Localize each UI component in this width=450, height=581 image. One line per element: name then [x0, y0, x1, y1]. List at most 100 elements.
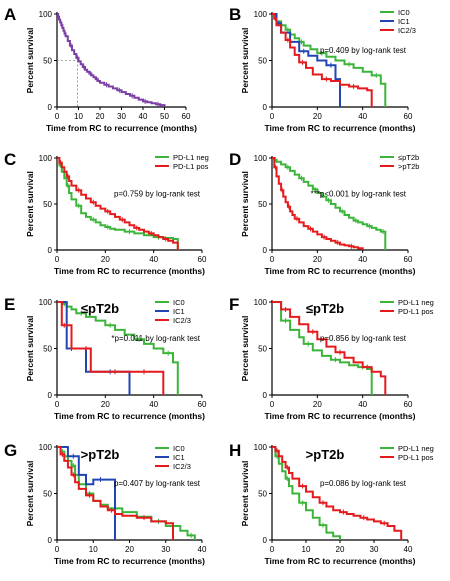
x-tick-label: 30	[117, 112, 126, 121]
y-tick-label: 100	[39, 154, 53, 163]
x-tick-label: 30	[161, 545, 170, 554]
y-axis-label: Percent survival	[25, 461, 35, 527]
x-tick-label: 0	[55, 545, 60, 554]
p-value-annotation: p=0.409 by log-rank test	[320, 46, 407, 55]
y-tick-label: 100	[39, 10, 53, 19]
x-tick-label: 40	[139, 112, 148, 121]
x-tick-label: 40	[358, 112, 367, 121]
legend-label: >pT2b	[398, 162, 419, 171]
series-line--pt2b	[272, 157, 364, 250]
y-axis-label: Percent survival	[240, 28, 250, 94]
x-axis-label: Time from RC to recurrence (months)	[54, 411, 205, 421]
series-line-pd-l1-pos	[57, 157, 179, 250]
y-tick-label: 100	[254, 298, 268, 307]
x-tick-label: 20	[125, 545, 134, 554]
legend-label: IC2/3	[173, 316, 191, 325]
y-tick-label: 50	[43, 57, 52, 66]
series-line-pd-l1-neg	[272, 301, 373, 395]
x-tick-label: 20	[313, 112, 322, 121]
y-tick-label: 100	[39, 443, 53, 452]
legend-label: PD-L1 pos	[398, 453, 434, 462]
panel-A: A 0 50 100 0 10 20 30 40 50 60 Time from RC to recu…	[4, 5, 197, 133]
series-line-pd-l1-pos	[272, 446, 403, 540]
x-tick-label: 40	[149, 400, 158, 409]
p-value-annotation: ***p<0.001 by log-rank test	[311, 190, 407, 199]
x-axis-label: Time from RC to recurrence (months)	[54, 266, 205, 276]
y-tick-label: 100	[39, 298, 53, 307]
y-tick-label: 50	[258, 345, 267, 354]
y-tick-label: 0	[263, 246, 268, 255]
panel-G: G 0 50 100 0 10 20 30 40 Time from RC to recurren…	[4, 441, 207, 566]
x-tick-label: 0	[55, 255, 60, 264]
x-tick-label: 20	[313, 400, 322, 409]
panel-E: E 0 50 100 0 20 40 60 Time from RC to recurrence…	[4, 295, 207, 421]
y-tick-label: 50	[258, 200, 267, 209]
panel-H: H 0 50 100 0 10 20 30 40 Time from RC to recurren…	[229, 441, 434, 566]
y-tick-label: 0	[48, 246, 53, 255]
series-line-pd-l1-neg	[57, 157, 179, 250]
x-tick-label: 0	[270, 545, 275, 554]
x-tick-label: 40	[358, 400, 367, 409]
legend-label: IC0	[173, 298, 185, 307]
y-tick-label: 50	[258, 57, 267, 66]
x-tick-label: 20	[101, 400, 110, 409]
series-line-pd-l1-pos	[272, 301, 387, 395]
x-tick-label: 60	[198, 255, 207, 264]
x-tick-label: 0	[270, 255, 275, 264]
series-line-ic2-3	[57, 301, 165, 395]
panel-letter: H	[229, 441, 241, 460]
x-tick-label: 60	[182, 112, 191, 121]
legend-label: IC0	[173, 444, 185, 453]
panel-title: >pT2b	[81, 447, 120, 462]
legend-label: IC1	[398, 17, 410, 26]
panel-C: C 0 50 100 0 20 40 60 Time from RC to recurrence…	[4, 150, 209, 276]
x-tick-label: 50	[160, 112, 169, 121]
x-tick-label: 0	[55, 112, 60, 121]
y-tick-label: 50	[43, 345, 52, 354]
x-tick-label: 20	[336, 545, 345, 554]
y-tick-label: 100	[254, 154, 268, 163]
x-tick-label: 10	[89, 545, 98, 554]
x-tick-label: 40	[404, 545, 413, 554]
series-line-pd-l1-neg	[272, 446, 341, 540]
y-axis-label: Percent survival	[25, 171, 35, 237]
x-tick-label: 0	[55, 400, 60, 409]
y-axis-label: Percent survival	[240, 171, 250, 237]
y-tick-label: 50	[258, 490, 267, 499]
legend-label: PD-L1 pos	[398, 307, 434, 316]
p-value-annotation: p=0.759 by log-rank test	[114, 190, 201, 199]
series-line-ic0	[57, 301, 179, 395]
series-line-ic1	[272, 13, 341, 107]
y-tick-label: 50	[43, 490, 52, 499]
x-tick-label: 60	[404, 255, 413, 264]
y-axis-label: Percent survival	[240, 316, 250, 382]
x-tick-label: 60	[198, 400, 207, 409]
x-tick-label: 20	[96, 112, 105, 121]
panel-title: >pT2b	[306, 447, 345, 462]
legend-label: PD-L1 neg	[398, 444, 434, 453]
series-line--pt2b	[272, 157, 387, 250]
series-line-ic1	[57, 446, 116, 540]
panel-letter: G	[4, 441, 17, 460]
x-tick-label: 60	[404, 400, 413, 409]
y-tick-label: 100	[254, 10, 268, 19]
panel-letter: B	[229, 5, 241, 24]
x-axis-label: Time from RC to recurrence (months)	[46, 123, 197, 133]
x-axis-label: Time from RC to recurrence (months)	[265, 266, 416, 276]
legend-label: ≤pT2b	[398, 153, 419, 162]
x-axis-label: Time from RC to recurrence (months)	[265, 123, 416, 133]
panel-letter: D	[229, 150, 241, 169]
panel-letter: E	[4, 295, 15, 314]
panel-letter: C	[4, 150, 16, 169]
legend-label: IC1	[173, 453, 185, 462]
x-tick-label: 40	[198, 545, 207, 554]
x-axis-label: Time from RC to recurrence (months)	[54, 556, 205, 566]
legend-label: IC0	[398, 8, 410, 17]
p-value-annotation: *p=0.011 by log-rank test	[111, 334, 200, 343]
x-tick-label: 10	[302, 545, 311, 554]
y-tick-label: 0	[263, 536, 268, 545]
panel-D: D 0 50 100 0 20 40 60 Time from RC to recurrence…	[229, 150, 419, 276]
x-tick-label: 40	[149, 255, 158, 264]
panel-F: F 0 50 100 0 20 40 60 Time from RC to recurrence…	[229, 295, 434, 421]
